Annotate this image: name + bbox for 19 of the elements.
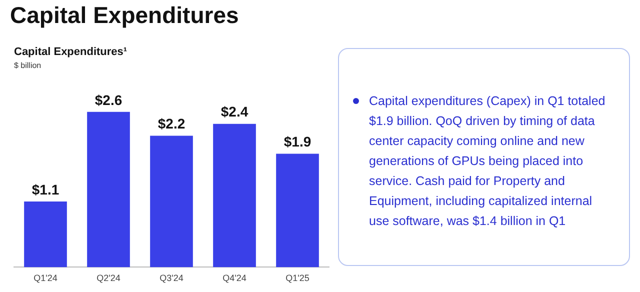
bar — [276, 154, 319, 268]
bar — [87, 112, 130, 268]
chart-title: Capital Expenditures — [10, 2, 239, 29]
x-tick-label: Q1'24 — [34, 273, 58, 284]
bar — [24, 201, 67, 268]
data-label: $1.1 — [32, 181, 60, 198]
chart-subtitle: Capital Expenditures¹ — [14, 46, 128, 58]
x-tick-label: Q3'24 — [160, 273, 184, 284]
text: Capital expenditures (Capex) in Q1 totaled $1.9 billion. QoQ driven by timing of data center capacity coming online and new generations of GPUs being placed into service. Cash paid for Property and Equipment, including capitalized internal use software, was $1.4 billion in Q1 — [369, 94, 606, 228]
data-label: $2.6 — [94, 92, 122, 108]
x-tick-label: Q4'24 — [222, 273, 246, 284]
data-label: $1.9 — [284, 134, 312, 150]
data-label: $2.2 — [158, 116, 186, 132]
data-label: $2.4 — [220, 104, 248, 120]
bar — [213, 124, 256, 268]
x-tick-label: Q1'25 — [286, 273, 310, 284]
x-tick-label: Q2'24 — [96, 273, 120, 284]
bar — [150, 136, 193, 268]
y-axis-title: $ billion — [14, 61, 42, 70]
